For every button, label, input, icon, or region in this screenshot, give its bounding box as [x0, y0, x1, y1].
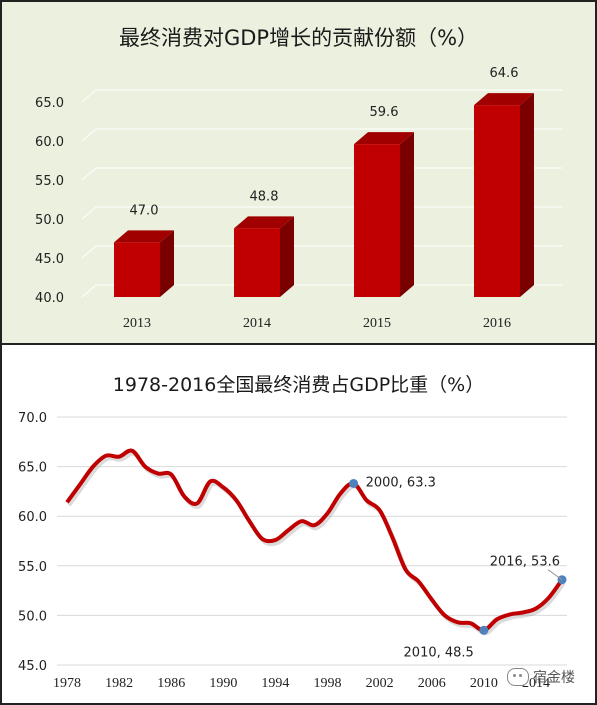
gridline-diag — [81, 89, 97, 103]
bar-top — [474, 93, 534, 106]
gridline-diag — [81, 128, 97, 142]
x-tick-label: 2006 — [418, 676, 446, 691]
x-tick-label: 2016 — [483, 316, 511, 331]
data-label: 48.8 — [250, 189, 279, 204]
line-chart-panel: 1978-2016全国最终消费占GDP比重（%） 45.0 50.0 55.0 60.… — [0, 343, 597, 705]
x-tick-label: 1982 — [105, 676, 133, 691]
x-tick-label: 1994 — [261, 676, 289, 691]
series-line — [65, 448, 564, 633]
bar-top — [354, 132, 414, 145]
y-tick-label: 50.0 — [18, 609, 47, 624]
annotation-label: 2000, 63.3 — [366, 475, 436, 490]
y-tick-label: 45.0 — [35, 252, 64, 267]
bar — [234, 228, 280, 297]
y-tick-label: 60.0 — [18, 510, 47, 525]
annotation-label: 2016, 53.6 — [490, 555, 560, 570]
x-tick-label: 2010 — [470, 676, 498, 691]
y-tick-label: 45.0 — [18, 659, 47, 674]
bar-side — [400, 132, 414, 297]
bar — [114, 242, 160, 297]
data-label: 47.0 — [130, 203, 159, 218]
bar — [354, 144, 400, 297]
y-tick-label: 65.0 — [35, 96, 64, 111]
y-tick-label: 65.0 — [18, 461, 47, 476]
bar-chart-title: 最终消费对GDP增长的贡献份额（%） — [118, 26, 479, 50]
bar-top — [234, 216, 294, 229]
data-label: 59.6 — [370, 105, 399, 120]
gridline-diag — [81, 245, 97, 259]
bar-chart-panel: 最终消费对GDP增长的贡献份额（%） 40.0 45.0 50.0 55.0 60.0 6… — [0, 0, 597, 345]
y-tick-label: 60.0 — [35, 135, 64, 150]
leader-line — [547, 569, 563, 581]
x-tick-label: 2014 — [522, 676, 550, 691]
y-tick-label: 55.0 — [18, 560, 47, 575]
watermark-text: 宿金楼 — [533, 670, 575, 686]
y-tick-label: 50.0 — [35, 213, 64, 228]
watermark: 宿金楼 — [507, 667, 575, 687]
annotation-label: 2010, 48.5 — [404, 645, 474, 660]
bar-side — [160, 230, 174, 297]
data-point-marker — [349, 478, 359, 488]
bar-chart: 40.0 45.0 50.0 55.0 60.0 65.0 47.0 2013 48.8 2014… — [35, 66, 562, 331]
x-tick-label: 1998 — [314, 676, 342, 691]
y-tick-label: 55.0 — [35, 174, 64, 189]
x-tick-label: 2015 — [363, 316, 391, 331]
x-tick-label: 2002 — [366, 676, 394, 691]
bar — [474, 105, 520, 298]
series-line-shadow — [67, 451, 566, 636]
line-chart: 45.0 50.0 55.0 60.0 65.0 70.0 1978 1982 1986 1990… — [18, 411, 567, 691]
x-tick-label: 2013 — [123, 316, 151, 331]
x-tick-label: 1986 — [157, 676, 185, 691]
bar-side — [280, 216, 294, 297]
chat-bubble-icon — [507, 668, 529, 686]
y-tick-label: 70.0 — [18, 411, 47, 426]
y-tick-label: 40.0 — [35, 291, 64, 306]
gridline-diag — [81, 206, 97, 220]
bar-top — [114, 230, 174, 243]
x-tick-label: 2014 — [243, 316, 271, 331]
data-label: 64.6 — [490, 66, 519, 81]
x-tick-label: 1990 — [209, 676, 237, 691]
gridline-diag — [81, 284, 97, 298]
line-chart-title: 1978-2016全国最终消费占GDP比重（%） — [112, 374, 485, 396]
gridline-diag — [81, 167, 97, 181]
x-tick-label: 1978 — [53, 676, 81, 691]
data-point-marker — [479, 625, 489, 635]
bar-side — [520, 93, 534, 298]
